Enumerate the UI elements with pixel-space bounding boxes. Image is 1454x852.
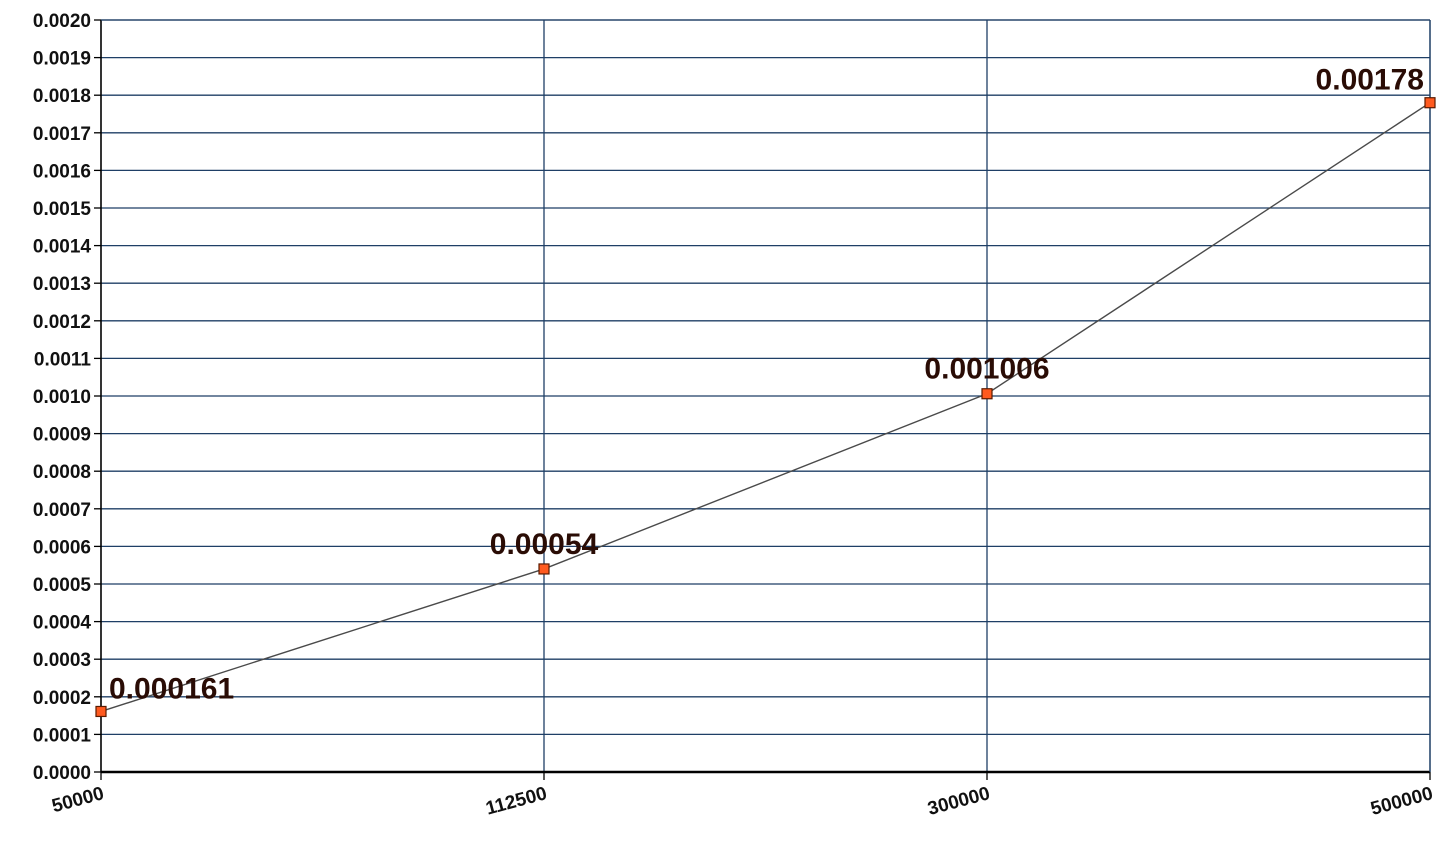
data-label: 0.00178 [1316,64,1424,97]
y-tick-label: 0.0005 [33,575,92,596]
y-tick-label: 0.0019 [33,49,91,70]
y-tick-label: 0.0013 [33,274,91,295]
x-tick-labels: 50000 112500 300000 500000 [50,772,1435,820]
y-tick-label: 0.0008 [33,462,91,483]
x-tick-label: 112500 [484,783,550,819]
chart-axes [100,19,1431,774]
y-tick-label: 0.0017 [33,124,91,145]
y-tick-label: 0.0003 [33,650,91,671]
y-tick-label: 0.0007 [33,500,91,521]
data-label: 0.00054 [490,528,599,561]
data-point-marker [95,705,107,718]
horizontal-gridlines [101,19,1430,736]
y-tick-label: 0.0009 [33,425,91,446]
data-point-marker [1424,97,1436,109]
y-tick-label: 0.0018 [33,86,91,107]
y-tick-label: 0.0015 [33,199,92,220]
y-tick-label: 0.0000 [33,763,91,784]
data-label: 0.001006 [924,353,1049,386]
y-tick-label: 0.0006 [33,537,91,558]
x-tick-label: 50000 [50,783,106,817]
data-label: 0.000161 [109,672,234,705]
y-tick-label: 0.0004 [33,613,92,634]
series-line [100,102,1431,713]
y-tick-label: 0.0001 [33,725,92,746]
y-tick-label: 0.0011 [34,349,91,370]
series-0 [95,97,1436,718]
data-point-marker [981,388,993,400]
y-tick-label: 0.0010 [33,387,91,408]
y-tick-label: 0.0020 [33,11,91,32]
data-labels: 0.000161 0.00054 0.001006 0.00178 [109,64,1424,706]
y-tick-label: 0.0014 [33,237,92,258]
y-tick-label: 0.0012 [33,312,91,333]
y-tick-label: 0.0002 [33,688,91,709]
x-tick-label: 500000 [1369,783,1436,820]
data-point-marker [538,563,550,575]
y-tick-labels: 0.0000 0.0001 0.0002 0.0003 0.0004 0.0005 0.00… [33,11,101,784]
y-tick-label: 0.0016 [33,161,91,182]
x-tick-label: 300000 [926,783,993,820]
